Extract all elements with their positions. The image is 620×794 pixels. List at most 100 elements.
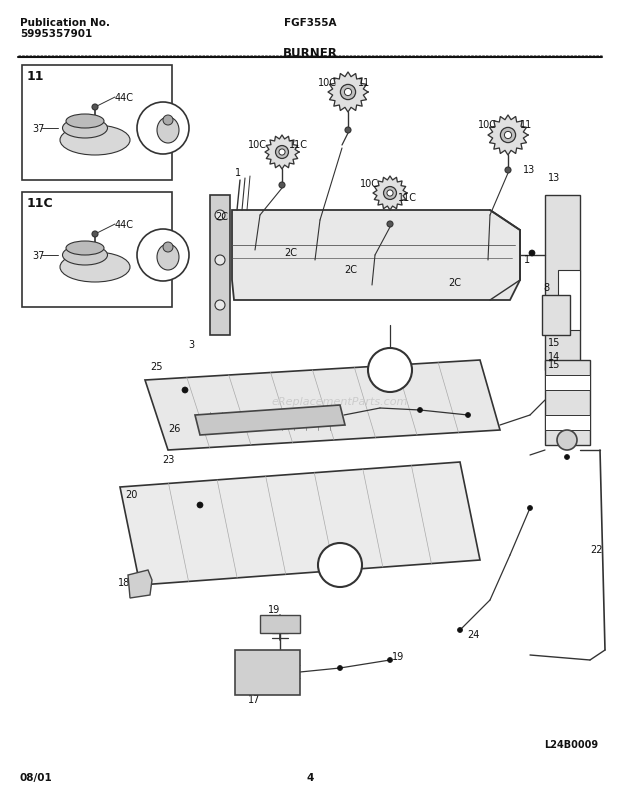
Text: 2C: 2C — [448, 278, 461, 288]
Polygon shape — [488, 115, 528, 155]
Circle shape — [388, 657, 392, 662]
Circle shape — [92, 104, 98, 110]
Circle shape — [318, 543, 362, 587]
Polygon shape — [545, 360, 590, 445]
Circle shape — [340, 84, 356, 99]
Text: 14: 14 — [548, 352, 560, 362]
Text: Publication No.: Publication No. — [20, 18, 110, 28]
Bar — [22, 65, 172, 180]
Circle shape — [137, 102, 189, 154]
Polygon shape — [265, 135, 299, 169]
Ellipse shape — [63, 245, 107, 265]
Circle shape — [417, 407, 422, 413]
Polygon shape — [210, 195, 230, 335]
Circle shape — [163, 242, 173, 252]
Text: 24: 24 — [467, 630, 479, 640]
Text: 20: 20 — [125, 490, 138, 500]
Circle shape — [387, 221, 393, 227]
Polygon shape — [545, 195, 580, 370]
Text: 08/01: 08/01 — [20, 773, 53, 783]
Circle shape — [182, 387, 188, 393]
Text: 15: 15 — [548, 373, 560, 383]
Ellipse shape — [157, 117, 179, 143]
Text: 10C: 10C — [478, 120, 497, 130]
Text: 10C: 10C — [360, 179, 379, 189]
Polygon shape — [128, 570, 152, 598]
Text: 23: 23 — [162, 455, 174, 465]
Ellipse shape — [157, 244, 179, 270]
Circle shape — [345, 127, 351, 133]
Text: 37: 37 — [32, 124, 45, 134]
Circle shape — [500, 127, 516, 143]
Circle shape — [384, 187, 396, 199]
Circle shape — [215, 255, 225, 265]
Polygon shape — [328, 72, 368, 112]
Circle shape — [466, 413, 471, 418]
Circle shape — [528, 506, 533, 511]
Bar — [235, 650, 300, 695]
Text: 19: 19 — [268, 605, 280, 615]
Circle shape — [458, 627, 463, 633]
Circle shape — [505, 131, 511, 139]
Text: FGF355A: FGF355A — [284, 18, 336, 28]
Polygon shape — [195, 405, 345, 435]
Text: L24B0009: L24B0009 — [544, 740, 598, 750]
Text: 37: 37 — [32, 251, 45, 261]
Polygon shape — [373, 176, 407, 210]
Polygon shape — [145, 360, 500, 450]
Text: 21: 21 — [330, 558, 350, 572]
Text: 25: 25 — [150, 362, 162, 372]
Circle shape — [529, 250, 535, 256]
Polygon shape — [120, 462, 480, 585]
Text: 21: 21 — [380, 363, 400, 377]
Polygon shape — [558, 270, 580, 330]
Bar — [260, 615, 300, 633]
Text: 2C: 2C — [215, 212, 228, 222]
Text: 13: 13 — [523, 165, 535, 175]
Text: 1: 1 — [524, 255, 530, 265]
Text: 11: 11 — [520, 120, 532, 130]
Bar — [545, 375, 590, 390]
Text: 4: 4 — [306, 773, 314, 783]
Text: 22: 22 — [590, 545, 603, 555]
Bar — [545, 415, 590, 430]
Text: 1: 1 — [235, 168, 241, 178]
Text: 15: 15 — [548, 338, 560, 348]
Text: BURNER: BURNER — [283, 47, 337, 60]
Text: 2C: 2C — [284, 248, 297, 258]
Circle shape — [564, 454, 570, 460]
Text: 2C: 2C — [344, 265, 357, 275]
Circle shape — [279, 149, 285, 155]
Text: 3: 3 — [188, 340, 194, 350]
Text: 44C: 44C — [115, 220, 134, 230]
Text: 11C: 11C — [398, 193, 417, 203]
Circle shape — [92, 231, 98, 237]
Ellipse shape — [60, 252, 130, 282]
Text: 18: 18 — [118, 578, 130, 588]
Circle shape — [137, 229, 189, 281]
Circle shape — [215, 210, 225, 220]
Text: 17: 17 — [248, 695, 260, 705]
Ellipse shape — [63, 118, 107, 138]
Text: 47: 47 — [148, 244, 161, 254]
Text: 11C: 11C — [289, 140, 308, 150]
Ellipse shape — [66, 241, 104, 255]
Circle shape — [337, 665, 342, 670]
Circle shape — [279, 182, 285, 188]
Circle shape — [387, 190, 393, 196]
Bar — [22, 192, 172, 307]
Circle shape — [215, 300, 225, 310]
Text: 13: 13 — [548, 173, 560, 183]
Circle shape — [163, 115, 173, 125]
Ellipse shape — [60, 125, 130, 155]
Circle shape — [344, 88, 352, 95]
Circle shape — [197, 502, 203, 508]
Text: 11: 11 — [27, 70, 45, 83]
Circle shape — [557, 430, 577, 450]
Text: 44C: 44C — [115, 93, 134, 103]
Text: 11C: 11C — [27, 197, 53, 210]
Text: 11: 11 — [358, 78, 370, 88]
Circle shape — [368, 348, 412, 392]
Bar — [542, 295, 570, 335]
Text: 8: 8 — [543, 283, 549, 293]
